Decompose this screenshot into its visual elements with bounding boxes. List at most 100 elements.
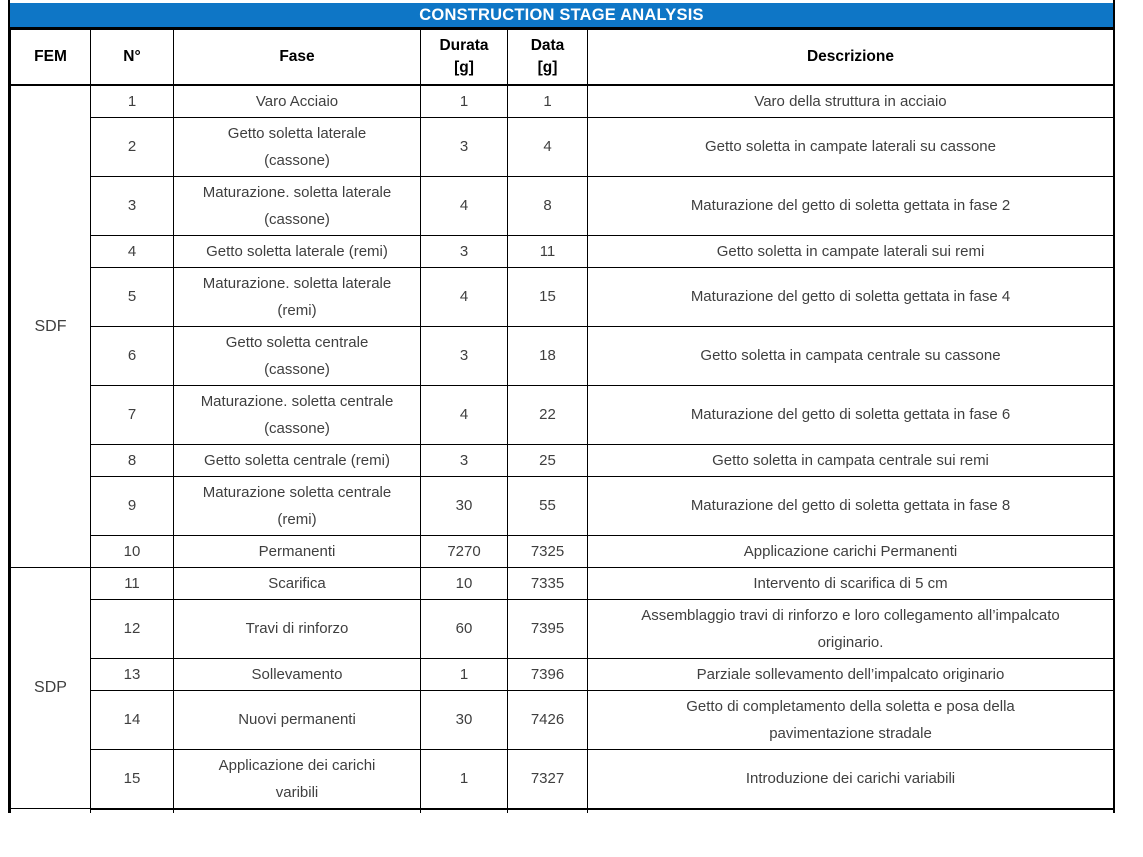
cell-durata: 1: [420, 748, 508, 810]
col-header-durata: Durata [g]: [420, 29, 508, 86]
col-header-data-label: Data: [530, 36, 565, 54]
table-row: 3 Maturazione. soletta laterale (cassone)…: [11, 175, 1114, 236]
cell-fase: Applicazione dei carichi varibili: [173, 748, 421, 810]
cell-data: 7426: [507, 689, 588, 750]
cell-durata: 3: [420, 116, 508, 177]
col-header-numero: N°: [90, 29, 174, 86]
table-row: 8 Getto soletta centrale (remi) 3 25 Getto s…: [11, 443, 1114, 477]
cell-durata: 3: [420, 443, 508, 477]
cell-durata: 7270: [420, 534, 508, 568]
cutoff-cell: [420, 808, 508, 813]
cell-descrizione: Parziale sollevamento dell’impalcato ori…: [587, 657, 1114, 691]
cell-durata: 4: [420, 175, 508, 236]
cell-descrizione: Maturazione del getto di soletta gettata…: [587, 175, 1114, 236]
table-row: 9 Maturazione soletta centrale (remi) 30 55…: [11, 475, 1114, 536]
table-row: 2 Getto soletta laterale (cassone) 3 4 Getto…: [11, 116, 1114, 177]
cell-descrizione: Varo della struttura in acciaio: [587, 84, 1114, 118]
fem-group-label: SDP: [10, 566, 91, 809]
cell-descrizione: Getto di completamento della soletta e p…: [587, 689, 1114, 750]
table-row: SDF 1 Varo Acciaio 1 1 Varo della struttura i…: [10, 84, 1114, 568]
cell-fase: Maturazione. soletta laterale (remi): [173, 266, 421, 327]
cell-fase: Nuovi permanenti: [173, 689, 421, 750]
cell-durata: 10: [420, 566, 508, 600]
cell-data: 1: [507, 84, 588, 118]
cell-descrizione: Getto soletta in campate laterali su cas…: [587, 116, 1114, 177]
table-row: SDP 11 Scarifica 10 7335 Intervento di scarif…: [10, 566, 1114, 809]
cell-fase: Getto soletta laterale (remi): [173, 234, 421, 268]
table-row: 14 Nuovi permanenti 30 7426 Getto di complet…: [11, 689, 1114, 750]
table-row: 7 Maturazione. soletta centrale (cassone)…: [11, 384, 1114, 445]
header-row: FEM N° Fase Durata [g] Data [g] Descrizi…: [10, 29, 1114, 86]
col-header-durata-unit: [g]: [454, 58, 474, 76]
cell-descrizione: Getto soletta in campata centrale sui re…: [587, 443, 1114, 477]
cell-fase: Permanenti: [173, 534, 421, 568]
cell-durata: 30: [420, 475, 508, 536]
cell-numero: 6: [90, 325, 174, 386]
cell-data: 18: [507, 325, 588, 386]
cell-data: 4: [507, 116, 588, 177]
cell-numero: 2: [90, 116, 174, 177]
cell-numero: 13: [90, 657, 174, 691]
table-body: SDF 1 Varo Acciaio 1 1 Varo della struttura i…: [10, 84, 1114, 813]
table-row: 4 Getto soletta laterale (remi) 3 11 Getto s…: [11, 234, 1114, 268]
cell-descrizione: Maturazione del getto di soletta gettata…: [587, 266, 1114, 327]
cell-descrizione: Applicazione carichi Permanenti: [587, 534, 1114, 568]
cell-numero: 12: [90, 598, 174, 659]
cell-numero: 14: [90, 689, 174, 750]
cell-data: 55: [507, 475, 588, 536]
cell-descrizione: Maturazione del getto di soletta gettata…: [587, 384, 1114, 445]
table-row: 10 Permanenti 7270 7325 Applicazione carichi…: [11, 534, 1114, 568]
cutoff-cell: [507, 808, 588, 813]
cell-numero: 9: [90, 475, 174, 536]
table-row: 12 Travi di rinforzo 60 7395 Assemblaggio tr…: [11, 598, 1114, 659]
cutoff-cell: [90, 808, 174, 813]
table-row: 6 Getto soletta centrale (cassone) 3 18 Gett…: [11, 325, 1114, 386]
cell-durata: 4: [420, 384, 508, 445]
cell-durata: 4: [420, 266, 508, 327]
cell-data: 8: [507, 175, 588, 236]
construction-stage-table: CONSTRUCTION STAGE ANALYSIS FEM N° Fase …: [8, 0, 1115, 813]
cell-descrizione: Maturazione del getto di soletta gettata…: [587, 475, 1114, 536]
col-header-fase: Fase: [173, 29, 421, 86]
top-margin: [10, 0, 1113, 3]
cell-fase: Sollevamento: [173, 657, 421, 691]
cell-descrizione: Assemblaggio travi di rinforzo e loro co…: [587, 598, 1114, 659]
col-header-data: Data [g]: [507, 29, 588, 86]
cutoff-row: [10, 808, 1114, 813]
cell-fase: Getto soletta centrale (cassone): [173, 325, 421, 386]
table-row: 13 Sollevamento 1 7396 Parziale sollevamento…: [11, 657, 1114, 691]
cell-descrizione: Getto soletta in campata centrale su cas…: [587, 325, 1114, 386]
cell-durata: 3: [420, 325, 508, 386]
cell-numero: 3: [90, 175, 174, 236]
cell-fase: Scarifica: [173, 566, 421, 600]
cell-fase: Getto soletta laterale (cassone): [173, 116, 421, 177]
cell-numero: 1: [90, 84, 174, 118]
cutoff-cell: [587, 808, 1114, 813]
table-header: FEM N° Fase Durata [g] Data [g] Descrizi…: [10, 29, 1114, 86]
cell-fase: Maturazione soletta centrale (remi): [173, 475, 421, 536]
cell-durata: 30: [420, 689, 508, 750]
table-title: CONSTRUCTION STAGE ANALYSIS: [419, 5, 704, 24]
stage-analysis-table: FEM N° Fase Durata [g] Data [g] Descrizi…: [10, 29, 1114, 813]
cell-data: 7335: [507, 566, 588, 600]
cell-data: 7327: [507, 748, 588, 810]
cell-data: 11: [507, 234, 588, 268]
cell-fase: Travi di rinforzo: [173, 598, 421, 659]
cell-descrizione: Introduzione dei carichi variabili: [587, 748, 1114, 810]
cell-durata: 3: [420, 234, 508, 268]
cell-fase: Varo Acciaio: [173, 84, 421, 118]
cell-data: 7396: [507, 657, 588, 691]
cutoff-cell: [173, 808, 421, 813]
cell-durata: 60: [420, 598, 508, 659]
cell-data: 7395: [507, 598, 588, 659]
col-header-durata-label: Durata: [439, 36, 489, 54]
cell-fase: Getto soletta centrale (remi): [173, 443, 421, 477]
cutoff-cell: [10, 808, 91, 813]
cell-numero: 7: [90, 384, 174, 445]
cell-numero: 11: [90, 566, 174, 600]
cell-data: 7325: [507, 534, 588, 568]
cell-data: 15: [507, 266, 588, 327]
fem-group-label: SDF: [10, 84, 91, 568]
col-header-fem: FEM: [10, 29, 91, 86]
cell-fase: Maturazione. soletta laterale (cassone): [173, 175, 421, 236]
